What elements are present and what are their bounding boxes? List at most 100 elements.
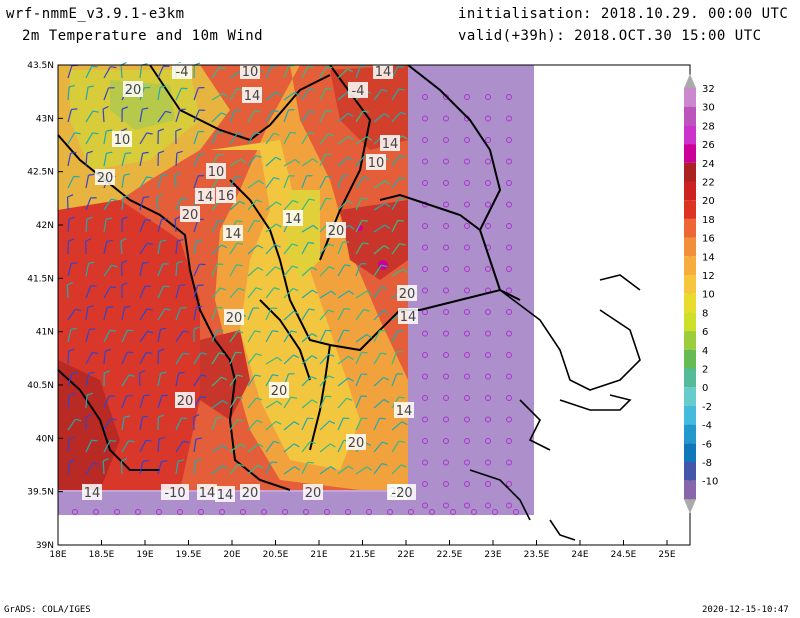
contour-label: 20: [95, 169, 115, 186]
wind-barb: [85, 371, 95, 387]
nodata-marker: [443, 287, 449, 294]
wind-barb: [337, 465, 354, 475]
wind-barb: [85, 462, 100, 475]
wind-barb: [319, 109, 332, 123]
contour-label: 14: [195, 188, 215, 205]
wind-barb: [337, 355, 354, 365]
wind-barb: [337, 264, 351, 277]
wind-barb: [175, 330, 190, 343]
wind-barb: [67, 216, 75, 233]
wind-barb: [373, 88, 388, 101]
wind-barb: [373, 399, 390, 409]
wind-barb: [265, 461, 278, 475]
wind-barb: [247, 179, 264, 189]
colorbar-label: 22: [702, 178, 715, 189]
nodata-marker: [422, 395, 428, 401]
wind-barb: [193, 305, 203, 321]
wind-barb: [283, 443, 300, 453]
svg-text:20: 20: [271, 384, 288, 399]
contour-label: 10: [366, 154, 386, 171]
wind-barb: [301, 65, 314, 79]
svg-text:-20: -20: [391, 486, 412, 501]
colorbar-segment: [684, 181, 696, 201]
nodata-marker: [443, 180, 449, 186]
wind-barb: [319, 243, 335, 255]
wind-barb: [175, 128, 182, 145]
wind-barb: [85, 238, 92, 255]
wind-barb: [175, 352, 190, 365]
wind-barb: [355, 334, 372, 343]
wind-barb: [103, 395, 116, 409]
wind-barb: [373, 309, 389, 321]
wind-barb: [283, 354, 300, 365]
nodata-marker: [443, 158, 449, 165]
nodata-marker: [156, 509, 162, 515]
wind-barb: [301, 266, 318, 277]
wind-barb: [193, 239, 203, 255]
wind-barb: [175, 87, 188, 101]
wind-barb: [67, 392, 76, 409]
wind-barb: [139, 219, 151, 233]
wind-barb: [247, 155, 262, 167]
wind-barb: [301, 88, 315, 101]
nodata-marker: [506, 438, 512, 444]
svg-text:14: 14: [217, 488, 234, 503]
wind-barb: [120, 237, 127, 255]
colorbar-segment: [684, 88, 696, 107]
colorbar-segment: [684, 200, 696, 219]
wind-barb: [265, 91, 282, 101]
wind-barb: [157, 110, 172, 123]
wind-barb: [247, 464, 264, 475]
contour-label: 14: [82, 484, 102, 501]
colorbar-segment: [684, 405, 696, 425]
wind-barb: [355, 308, 370, 321]
wind-barb: [319, 133, 335, 145]
nodata-marker: [471, 509, 477, 515]
colorbar-segment: [684, 349, 696, 369]
wind-barb: [121, 305, 131, 321]
wind-barb: [85, 439, 98, 453]
nodata-marker: [506, 309, 512, 315]
colorbar-label: 32: [702, 84, 715, 95]
wind-barb: [85, 328, 96, 343]
nodata-marker: [506, 481, 512, 487]
nodata-marker: [443, 266, 449, 272]
wind-barb: [373, 202, 391, 211]
svg-text:14: 14: [396, 404, 413, 419]
wind-barb: [301, 198, 315, 211]
wind-barb: [67, 436, 75, 453]
wind-barb: [67, 459, 76, 475]
wind-barb: [283, 396, 298, 409]
wind-barb: [174, 171, 181, 189]
nodata-marker: [240, 509, 246, 515]
nodata-marker: [506, 266, 512, 272]
wind-barb: [265, 400, 283, 409]
svg-text:10: 10: [208, 165, 225, 180]
wind-barb: [211, 66, 226, 79]
wind-barb: [391, 111, 407, 123]
colorbar-label: 28: [702, 121, 715, 132]
wind-barb: [355, 197, 368, 211]
wind-barb: [265, 266, 281, 277]
wind-barb: [121, 395, 133, 409]
wind-barb: [193, 284, 204, 299]
lon-tick-label: 23E: [484, 550, 501, 560]
svg-text:20: 20: [399, 287, 416, 302]
wind-barb: [265, 156, 282, 167]
svg-text:14: 14: [225, 227, 242, 242]
wind-barb: [229, 109, 241, 123]
wind-barb: [301, 132, 315, 145]
nodata-marker: [443, 201, 449, 208]
wind-barb: [391, 198, 405, 211]
colorbar-segment: [684, 480, 696, 500]
nodata-marker: [485, 223, 491, 229]
colorbar-label: 8: [702, 308, 708, 319]
wind-barb: [373, 352, 387, 365]
nodata-marker: [443, 502, 449, 509]
colorbar-segment: [684, 256, 696, 275]
wind-barb: [319, 443, 336, 453]
nodata-marker: [506, 330, 512, 337]
nodata-marker: [464, 352, 470, 358]
wind-barb: [139, 285, 152, 299]
